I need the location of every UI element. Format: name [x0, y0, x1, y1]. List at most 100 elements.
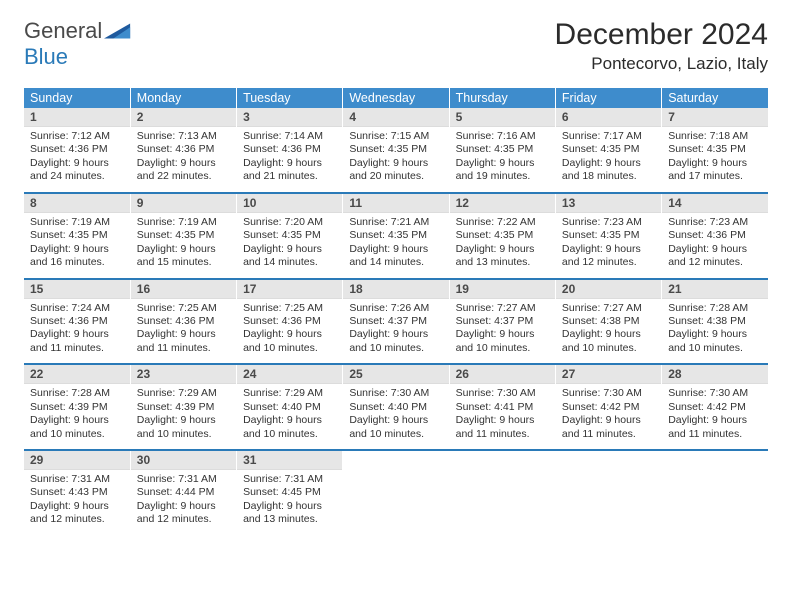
day-number: 23 [131, 365, 236, 384]
day-line: Sunset: 4:35 PM [137, 229, 230, 242]
day-line: Sunrise: 7:25 AM [137, 302, 230, 315]
weekday-header: Tuesday [237, 88, 343, 108]
day-line: and 10 minutes. [349, 428, 442, 441]
day-line: and 17 minutes. [668, 170, 762, 183]
day-number: 7 [662, 108, 768, 127]
day-line: Sunrise: 7:12 AM [30, 130, 124, 143]
day-line: and 19 minutes. [456, 170, 549, 183]
day-number: 9 [131, 194, 236, 213]
day-line: Daylight: 9 hours [456, 157, 549, 170]
day-line: Sunset: 4:39 PM [137, 401, 230, 414]
calendar-cell: 22Sunrise: 7:28 AMSunset: 4:39 PMDayligh… [24, 364, 130, 450]
day-number: 24 [237, 365, 342, 384]
day-line: Daylight: 9 hours [30, 328, 124, 341]
day-number: 4 [343, 108, 448, 127]
day-number: 14 [662, 194, 768, 213]
day-body: Sunrise: 7:19 AMSunset: 4:35 PMDaylight:… [131, 213, 236, 278]
calendar-cell: 31Sunrise: 7:31 AMSunset: 4:45 PMDayligh… [237, 450, 343, 535]
day-line: Sunset: 4:43 PM [30, 486, 124, 499]
calendar-cell: 2 Sunrise: 7:13 AMSunset: 4:36 PMDaylight… [130, 108, 236, 193]
day-line: Sunset: 4:36 PM [30, 143, 124, 156]
day-line: and 13 minutes. [243, 513, 336, 526]
day-number: 2 [131, 108, 236, 127]
day-line: Sunset: 4:42 PM [668, 401, 762, 414]
calendar-cell [343, 450, 449, 535]
day-number: 6 [556, 108, 661, 127]
day-line: Sunset: 4:37 PM [349, 315, 442, 328]
calendar-cell: 21Sunrise: 7:28 AMSunset: 4:38 PMDayligh… [662, 279, 768, 365]
calendar-row: 22Sunrise: 7:28 AMSunset: 4:39 PMDayligh… [24, 364, 768, 450]
day-line: Daylight: 9 hours [349, 157, 442, 170]
calendar-row: 8Sunrise: 7:19 AMSunset: 4:35 PMDaylight… [24, 193, 768, 279]
weekday-header: Thursday [449, 88, 555, 108]
day-number: 3 [237, 108, 342, 127]
calendar-cell: 17Sunrise: 7:25 AMSunset: 4:36 PMDayligh… [237, 279, 343, 365]
day-body: Sunrise: 7:30 AMSunset: 4:42 PMDaylight:… [556, 384, 661, 449]
day-line: and 11 minutes. [30, 342, 124, 355]
calendar-row: 15Sunrise: 7:24 AMSunset: 4:36 PMDayligh… [24, 279, 768, 365]
day-line: Sunrise: 7:14 AM [243, 130, 336, 143]
calendar-row: 1Sunrise: 7:12 AMSunset: 4:36 PMDaylight… [24, 108, 768, 193]
day-line: Sunset: 4:40 PM [243, 401, 336, 414]
day-body: Sunrise: 7:23 AMSunset: 4:36 PMDaylight:… [662, 213, 768, 278]
day-line: Sunrise: 7:31 AM [137, 473, 230, 486]
day-line: Sunrise: 7:30 AM [456, 387, 549, 400]
day-line: and 10 minutes. [30, 428, 124, 441]
day-line: and 22 minutes. [137, 170, 230, 183]
day-line: and 11 minutes. [137, 342, 230, 355]
day-body: Sunrise: 7:15 AMSunset: 4:35 PMDaylight:… [343, 127, 448, 192]
day-body: Sunrise: 7:28 AMSunset: 4:38 PMDaylight:… [662, 299, 768, 364]
day-number: 25 [343, 365, 448, 384]
day-line: Sunrise: 7:13 AM [137, 130, 230, 143]
calendar-cell: 11Sunrise: 7:21 AMSunset: 4:35 PMDayligh… [343, 193, 449, 279]
day-number: 17 [237, 280, 342, 299]
calendar-cell: 23Sunrise: 7:29 AMSunset: 4:39 PMDayligh… [130, 364, 236, 450]
day-line: Sunrise: 7:30 AM [349, 387, 442, 400]
day-body: Sunrise: 7:24 AMSunset: 4:36 PMDaylight:… [24, 299, 130, 364]
day-line: Sunrise: 7:27 AM [562, 302, 655, 315]
day-body: Sunrise: 7:20 AMSunset: 4:35 PMDaylight:… [237, 213, 342, 278]
day-number: 26 [450, 365, 555, 384]
day-line: Sunrise: 7:16 AM [456, 130, 549, 143]
day-line: and 14 minutes. [349, 256, 442, 269]
day-line: Sunrise: 7:17 AM [562, 130, 655, 143]
day-line: Daylight: 9 hours [243, 500, 336, 513]
day-line: Sunset: 4:45 PM [243, 486, 336, 499]
day-line: Sunset: 4:35 PM [243, 229, 336, 242]
calendar-cell [449, 450, 555, 535]
day-line: Daylight: 9 hours [349, 328, 442, 341]
day-line: Daylight: 9 hours [243, 157, 336, 170]
day-line: Daylight: 9 hours [137, 414, 230, 427]
day-body: Sunrise: 7:23 AMSunset: 4:35 PMDaylight:… [556, 213, 661, 278]
day-number: 8 [24, 194, 130, 213]
calendar-row: 29Sunrise: 7:31 AMSunset: 4:43 PMDayligh… [24, 450, 768, 535]
day-body: Sunrise: 7:27 AMSunset: 4:37 PMDaylight:… [450, 299, 555, 364]
day-number: 5 [450, 108, 555, 127]
day-body: Sunrise: 7:25 AMSunset: 4:36 PMDaylight:… [131, 299, 236, 364]
day-number: 18 [343, 280, 448, 299]
day-line: Sunset: 4:44 PM [137, 486, 230, 499]
day-body: Sunrise: 7:31 AMSunset: 4:43 PMDaylight:… [24, 470, 130, 535]
day-line: Sunrise: 7:23 AM [668, 216, 762, 229]
calendar-cell: 26Sunrise: 7:30 AMSunset: 4:41 PMDayligh… [449, 364, 555, 450]
day-line: Daylight: 9 hours [243, 328, 336, 341]
day-line: Sunset: 4:36 PM [137, 315, 230, 328]
day-line: Sunrise: 7:30 AM [668, 387, 762, 400]
calendar-head: SundayMondayTuesdayWednesdayThursdayFrid… [24, 88, 768, 108]
day-line: Sunset: 4:36 PM [137, 143, 230, 156]
calendar-cell: 18Sunrise: 7:26 AMSunset: 4:37 PMDayligh… [343, 279, 449, 365]
day-line: Sunrise: 7:28 AM [668, 302, 762, 315]
day-line: and 21 minutes. [243, 170, 336, 183]
day-line: and 10 minutes. [668, 342, 762, 355]
day-line: Daylight: 9 hours [137, 157, 230, 170]
day-line: Sunrise: 7:27 AM [456, 302, 549, 315]
day-line: Daylight: 9 hours [30, 414, 124, 427]
day-body: Sunrise: 7:21 AMSunset: 4:35 PMDaylight:… [343, 213, 448, 278]
day-line: Sunrise: 7:31 AM [243, 473, 336, 486]
day-line: and 20 minutes. [349, 170, 442, 183]
day-line: Sunset: 4:35 PM [30, 229, 124, 242]
day-number: 22 [24, 365, 130, 384]
day-number: 11 [343, 194, 448, 213]
day-body: Sunrise: 7:27 AMSunset: 4:38 PMDaylight:… [556, 299, 661, 364]
day-line: Sunset: 4:35 PM [456, 143, 549, 156]
